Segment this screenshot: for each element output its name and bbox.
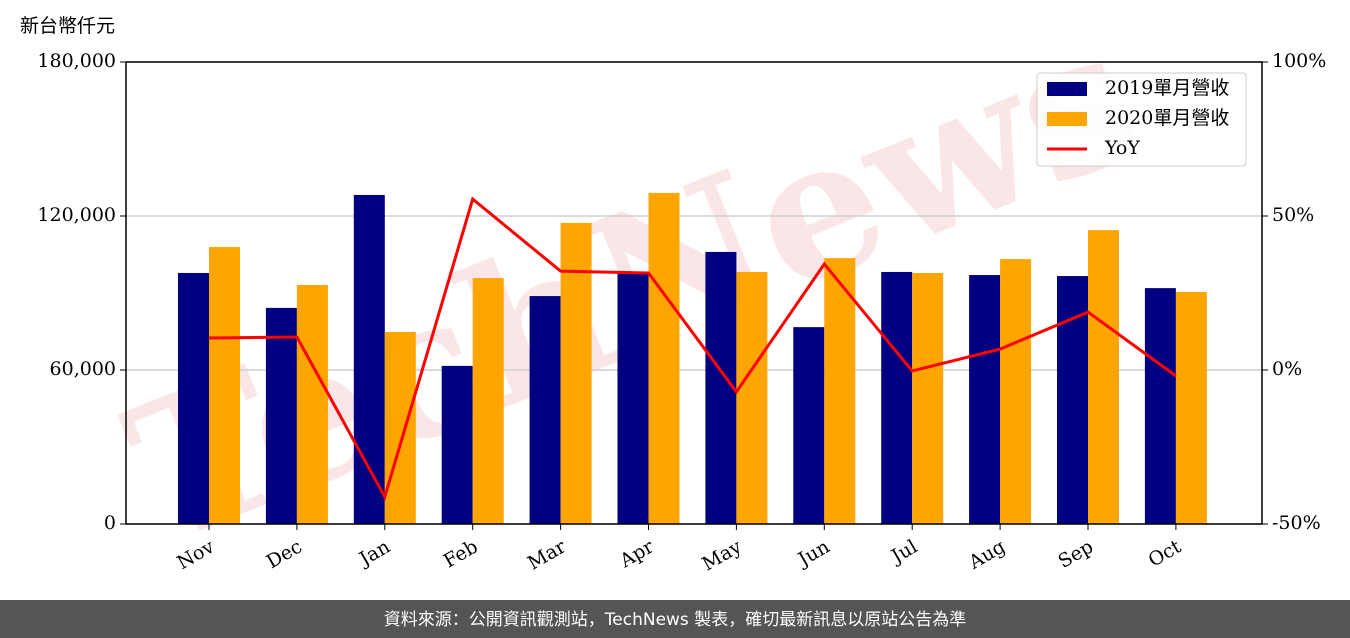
y2-tick-label: 50% <box>1272 204 1314 226</box>
y-tick-label: 180,000 <box>37 50 116 72</box>
x-tick-label: Mar <box>524 535 570 574</box>
bar <box>617 272 649 524</box>
footer-bar <box>0 600 1350 638</box>
y-tick-label: 0 <box>104 512 116 534</box>
bar <box>736 271 768 524</box>
bar <box>353 194 385 524</box>
bar <box>969 275 1001 524</box>
bar <box>296 285 328 524</box>
bar <box>912 272 944 524</box>
bar <box>209 247 240 524</box>
bar <box>824 258 856 524</box>
bar <box>881 271 913 524</box>
bar <box>705 251 737 524</box>
bar <box>1144 288 1176 524</box>
bar <box>1175 291 1207 524</box>
y2-tick-label: -50% <box>1272 512 1321 534</box>
x-tick-label: Jun <box>793 536 834 572</box>
y-tick-label: 60,000 <box>50 358 116 380</box>
y2-tick-label: 100% <box>1272 50 1326 72</box>
x-tick-label: Sep <box>1054 536 1097 573</box>
bar <box>529 296 561 524</box>
bar <box>384 332 416 524</box>
bar <box>793 327 825 524</box>
y-tick-label: 120,000 <box>37 204 116 226</box>
x-tick-label: May <box>698 535 745 575</box>
bar <box>560 222 592 524</box>
bar <box>1088 230 1119 524</box>
bar <box>648 192 680 524</box>
bar <box>472 278 504 524</box>
bar <box>178 272 209 524</box>
legend-label: 2019單月營收 <box>1105 77 1229 99</box>
legend-label: 2020單月營收 <box>1105 107 1229 129</box>
legend-box <box>1036 72 1247 167</box>
bar <box>265 307 297 524</box>
footer-text: 資料來源：公開資訊觀測站，TechNews 製表，確切最新訊息以原站公告為準 <box>384 610 966 630</box>
line <box>208 196 1177 501</box>
x-tick-label: Apr <box>615 535 658 572</box>
y-axis-unit: 新台幣仟元 <box>20 15 115 37</box>
bar <box>441 365 473 524</box>
legend-label: YoY <box>1104 137 1140 159</box>
legend-swatch <box>1047 112 1087 126</box>
bar <box>1000 259 1032 524</box>
y2-tick-label: 0% <box>1272 358 1302 380</box>
x-tick-label: Feb <box>440 536 482 573</box>
x-tick-label: Jan <box>354 536 394 572</box>
x-tick-label: Oct <box>1145 535 1186 571</box>
plot-frame <box>125 61 1263 525</box>
x-tick-label: Jul <box>886 536 921 569</box>
legend-swatch <box>1047 82 1087 96</box>
x-tick-label: Aug <box>964 536 1009 575</box>
